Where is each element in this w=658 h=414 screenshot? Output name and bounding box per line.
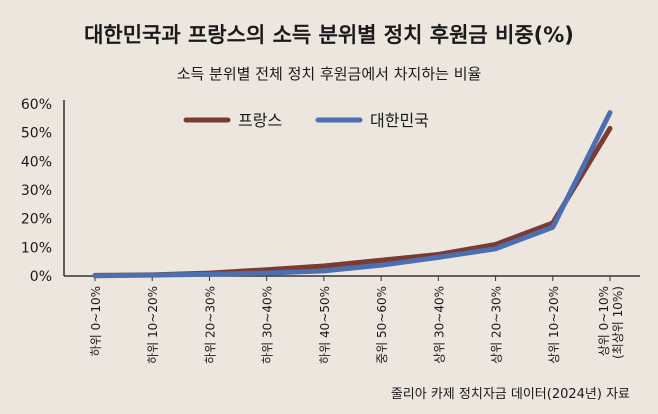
x-tick-label: 하위 20~30%	[203, 286, 217, 364]
x-tick-label-line: 상위 20~30%	[490, 286, 504, 364]
x-tick-label: 상위 20~30%	[490, 286, 504, 364]
x-tick-label: 중위 50~60%	[375, 286, 389, 364]
x-tick-label-line: 하위 10~20%	[146, 286, 160, 364]
x-tick-label: 상위 10~20%	[547, 286, 561, 364]
y-tick-label: 60%	[21, 97, 52, 113]
legend-label: 프랑스	[238, 111, 282, 130]
x-tick-label: 하위 0~10%	[89, 286, 103, 356]
y-tick-label: 40%	[21, 154, 52, 170]
x-tick-label-line: 상위 10~20%	[547, 286, 561, 364]
chart-subtitle: 소득 분위별 전체 정치 후원금에서 차지하는 비율	[177, 65, 482, 83]
x-tick-label: 상위 30~40%	[432, 286, 446, 364]
source-note: 줄리아 카제 정치자금 데이터(2024년) 자료	[391, 387, 630, 402]
axes: 0% 10% 20% 30% 40% 50% 60% 하위 0~10% 하위 10~20% 하위 …	[21, 97, 640, 364]
y-tick-label: 20%	[21, 212, 52, 228]
x-tick-label: 하위 40~50%	[318, 286, 332, 364]
x-tick-label-line: 상위 0~10%	[597, 286, 611, 356]
legend-label: 대한민국	[370, 111, 429, 130]
x-tick-label-line: 하위 40~50%	[318, 286, 332, 364]
y-tick-label: 50%	[21, 126, 52, 142]
y-tick-label: 0%	[30, 269, 52, 285]
x-tick-label-line: 상위 30~40%	[432, 286, 446, 364]
x-tick-label-line: 하위 20~30%	[203, 286, 217, 364]
x-tick-label: 하위 10~20%	[146, 286, 160, 364]
legend: 프랑스 대한민국	[183, 111, 429, 130]
series-lines	[92, 110, 613, 279]
x-tick-label-line: 하위 30~40%	[261, 286, 275, 364]
y-tick-label: 10%	[21, 240, 52, 256]
x-tick-label: 하위 30~40%	[261, 286, 275, 364]
series-line	[92, 125, 613, 278]
x-tick-label-line: 하위 0~10%	[89, 286, 103, 356]
y-tick-label: 30%	[21, 183, 52, 199]
chart-title: 대한민국과 프랑스의 소득 분위별 정치 후원금 비중(%)	[84, 23, 574, 47]
series-line	[92, 110, 613, 279]
x-tick-label: 상위 0~10% (최상위 10%)	[597, 286, 625, 359]
x-tick-label-line: 중위 50~60%	[375, 286, 389, 364]
x-tick-label-line: (최상위 10%)	[611, 286, 625, 359]
